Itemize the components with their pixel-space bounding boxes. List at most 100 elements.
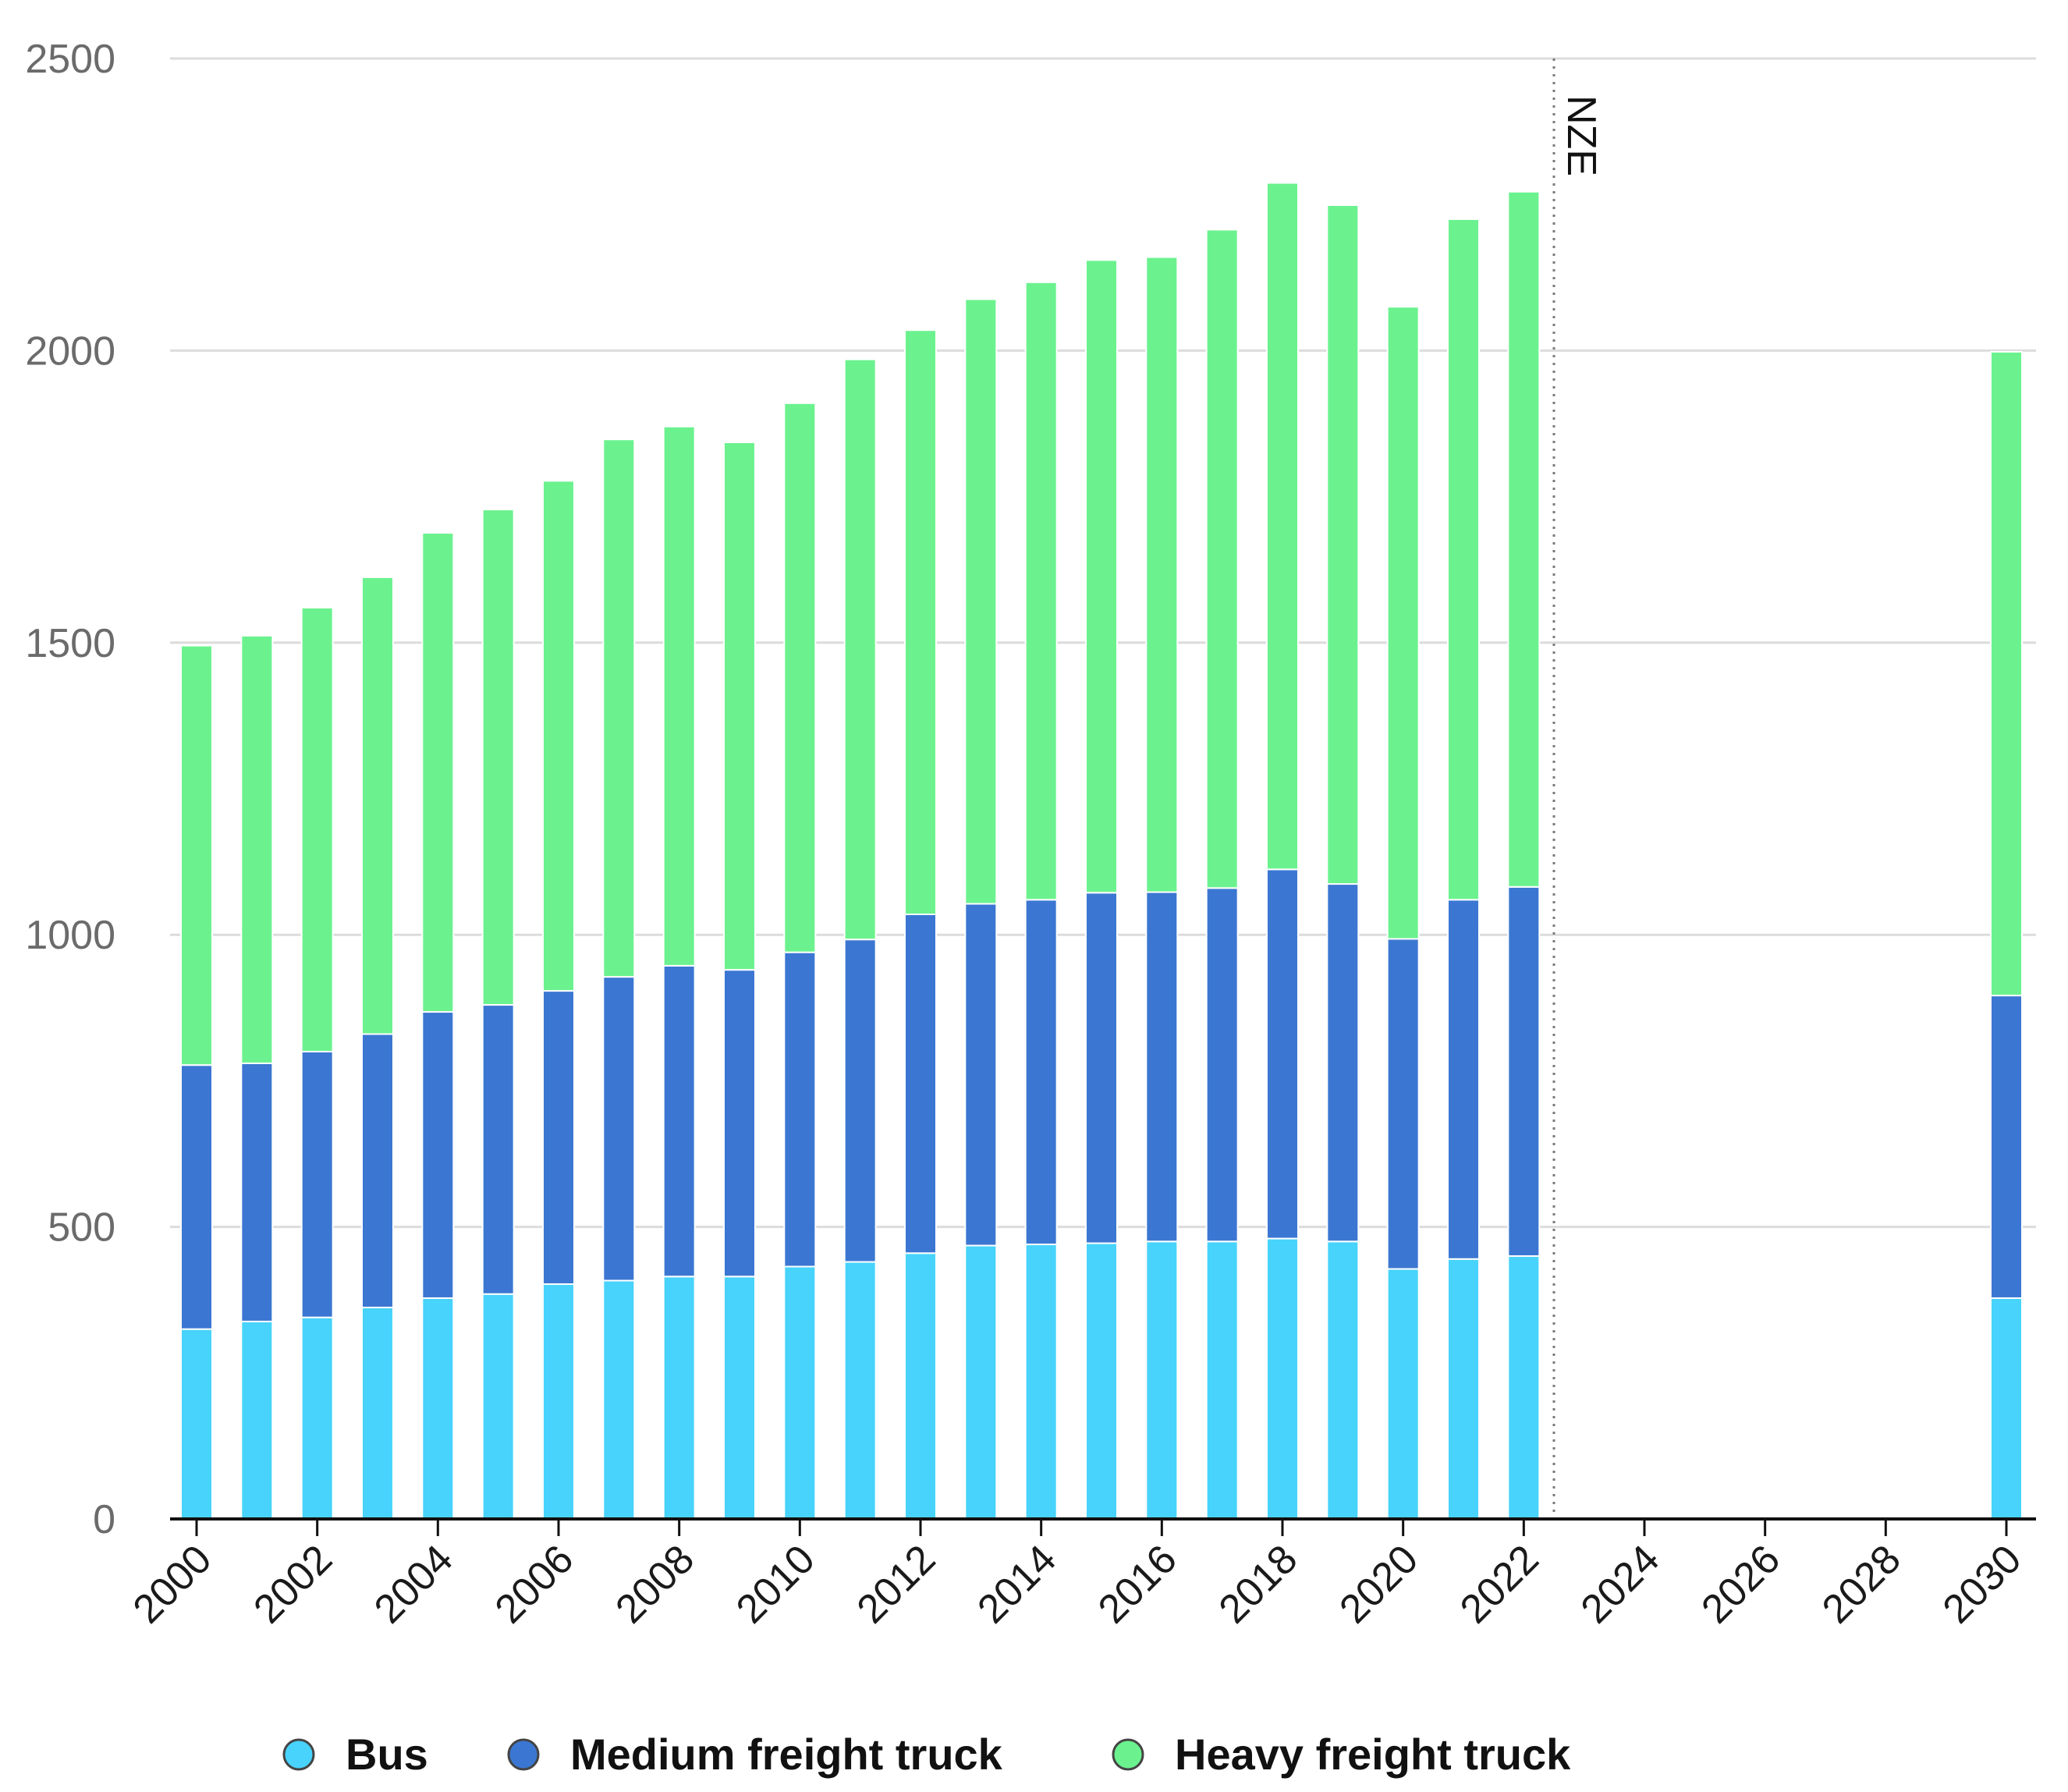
x-tick-label: 2018 bbox=[1211, 1536, 1307, 1632]
x-tick-label: 2006 bbox=[487, 1536, 583, 1632]
bar-medium-freight-truck-2016 bbox=[1145, 891, 1179, 1243]
bar-medium-freight-truck-2015 bbox=[1085, 892, 1118, 1244]
bar-heavy-freight-truck-2007 bbox=[602, 438, 636, 978]
bar-heavy-freight-truck-2004 bbox=[421, 532, 455, 1013]
bar-heavy-freight-truck-2020 bbox=[1386, 306, 1420, 940]
y-tick-label: 2500 bbox=[25, 37, 115, 82]
bar-medium-freight-truck-2030 bbox=[1990, 995, 2023, 1299]
bar-medium-freight-truck-2021 bbox=[1447, 899, 1480, 1260]
bar-heavy-freight-truck-2013 bbox=[964, 298, 998, 905]
bar-bus-2017 bbox=[1205, 1240, 1239, 1520]
bar-heavy-freight-truck-2021 bbox=[1447, 218, 1480, 901]
bar-medium-freight-truck-2004 bbox=[421, 1011, 455, 1299]
legend-label: Bus bbox=[346, 1730, 428, 1779]
bar-heavy-freight-truck-2017 bbox=[1205, 229, 1239, 889]
bar-heavy-freight-truck-2000 bbox=[180, 644, 213, 1066]
x-tick-label: 2002 bbox=[245, 1536, 341, 1632]
bar-medium-freight-truck-2011 bbox=[843, 939, 877, 1263]
bar-bus-2005 bbox=[481, 1293, 515, 1521]
bar-heavy-freight-truck-2012 bbox=[904, 329, 937, 915]
bar-heavy-freight-truck-2006 bbox=[542, 480, 575, 992]
bar-medium-freight-truck-2009 bbox=[723, 969, 756, 1278]
bar-heavy-freight-truck-2003 bbox=[361, 576, 394, 1035]
legend-item-medium-freight-truck[interactable]: Medium freight truck bbox=[507, 1730, 1003, 1779]
bar-bus-2011 bbox=[843, 1261, 877, 1520]
bar-heavy-freight-truck-2018 bbox=[1266, 182, 1299, 871]
y-tick-label: 500 bbox=[48, 1205, 115, 1251]
bar-heavy-freight-truck-2016 bbox=[1145, 256, 1179, 893]
bar-medium-freight-truck-2017 bbox=[1205, 887, 1239, 1243]
bar-heavy-freight-truck-2002 bbox=[300, 606, 334, 1052]
x-tick-label: 2012 bbox=[849, 1536, 945, 1632]
y-tick-label: 2000 bbox=[25, 328, 115, 374]
bar-bus-2007 bbox=[602, 1279, 636, 1521]
legend-swatch bbox=[1112, 1738, 1144, 1771]
bar-medium-freight-truck-2022 bbox=[1507, 885, 1541, 1258]
x-tick-label: 2020 bbox=[1331, 1536, 1427, 1632]
bar-bus-2022 bbox=[1507, 1255, 1541, 1521]
bar-bus-2004 bbox=[421, 1297, 455, 1520]
bar-heavy-freight-truck-2005 bbox=[481, 509, 515, 1006]
bar-heavy-freight-truck-2015 bbox=[1085, 259, 1118, 894]
x-tick-label: 2014 bbox=[969, 1536, 1065, 1632]
bar-heavy-freight-truck-2019 bbox=[1326, 204, 1360, 885]
bar-bus-2016 bbox=[1145, 1240, 1179, 1520]
bar-medium-freight-truck-2008 bbox=[662, 964, 696, 1278]
bar-medium-freight-truck-2003 bbox=[361, 1033, 394, 1308]
x-tick-label: 2004 bbox=[366, 1536, 462, 1632]
bar-heavy-freight-truck-2030 bbox=[1990, 350, 2023, 997]
y-tick-label: 0 bbox=[93, 1497, 115, 1542]
x-tick-label: 2008 bbox=[607, 1536, 703, 1632]
x-tick-label: 2010 bbox=[728, 1536, 824, 1632]
bar-bus-2018 bbox=[1266, 1237, 1299, 1521]
bar-heavy-freight-truck-2009 bbox=[723, 441, 756, 971]
bar-bus-2006 bbox=[542, 1283, 575, 1521]
bar-medium-freight-truck-2001 bbox=[240, 1062, 274, 1322]
x-tick-label: 2000 bbox=[125, 1536, 221, 1632]
bar-bus-2008 bbox=[662, 1276, 696, 1521]
bar-bus-2003 bbox=[361, 1306, 394, 1521]
bar-medium-freight-truck-2020 bbox=[1386, 938, 1420, 1270]
legend-label: Medium freight truck bbox=[570, 1730, 1003, 1779]
bar-bus-2000 bbox=[180, 1328, 213, 1521]
legend: Bus Medium freight truck Heavy freight tru… bbox=[282, 1730, 1571, 1779]
x-tick-label: 2024 bbox=[1573, 1536, 1669, 1632]
bar-medium-freight-truck-2014 bbox=[1024, 899, 1058, 1246]
x-tick-label: 2016 bbox=[1090, 1536, 1186, 1632]
y-tick-label: 1000 bbox=[25, 913, 115, 958]
bar-bus-2002 bbox=[300, 1316, 334, 1520]
nze-label: NZE bbox=[1559, 95, 1604, 176]
bar-heavy-freight-truck-2022 bbox=[1507, 190, 1541, 888]
legend-swatch bbox=[282, 1738, 315, 1771]
bar-bus-2010 bbox=[783, 1265, 817, 1521]
bar-heavy-freight-truck-2010 bbox=[783, 402, 817, 953]
bar-bus-2020 bbox=[1386, 1268, 1420, 1520]
legend-item-bus[interactable]: Bus bbox=[282, 1730, 428, 1779]
bar-heavy-freight-truck-2008 bbox=[662, 425, 696, 967]
bar-medium-freight-truck-2019 bbox=[1326, 883, 1360, 1243]
bar-medium-freight-truck-2018 bbox=[1266, 868, 1299, 1240]
x-tick-label: 2030 bbox=[1935, 1536, 2031, 1632]
legend-item-heavy-freight-truck[interactable]: Heavy freight truck bbox=[1112, 1730, 1571, 1779]
bar-bus-2013 bbox=[964, 1244, 998, 1521]
bar-bus-2001 bbox=[240, 1320, 274, 1521]
annotations: NZE bbox=[1552, 59, 1604, 1519]
bar-bus-2015 bbox=[1085, 1242, 1118, 1520]
bar-bus-2012 bbox=[904, 1252, 937, 1521]
legend-swatch bbox=[507, 1738, 540, 1771]
x-axis: 2000 2002 2004 2006 2008 2010 2012 2014 2016 2018… bbox=[125, 1517, 2036, 1632]
x-tick-label: 2026 bbox=[1693, 1536, 1789, 1632]
bars bbox=[180, 182, 2023, 1521]
bar-medium-freight-truck-2012 bbox=[904, 913, 937, 1254]
bar-heavy-freight-truck-2011 bbox=[843, 358, 877, 941]
bar-medium-freight-truck-2002 bbox=[300, 1050, 334, 1318]
bar-medium-freight-truck-2007 bbox=[602, 976, 636, 1282]
bar-medium-freight-truck-2005 bbox=[481, 1004, 515, 1295]
x-tick-label: 2028 bbox=[1814, 1536, 1910, 1632]
y-tick-label: 1500 bbox=[25, 621, 115, 666]
y-axis: 0 500 1000 1500 2000 2500 bbox=[25, 37, 115, 1542]
bar-heavy-freight-truck-2001 bbox=[240, 634, 274, 1064]
bar-bus-2030 bbox=[1990, 1297, 2023, 1520]
bar-bus-2019 bbox=[1326, 1240, 1360, 1520]
